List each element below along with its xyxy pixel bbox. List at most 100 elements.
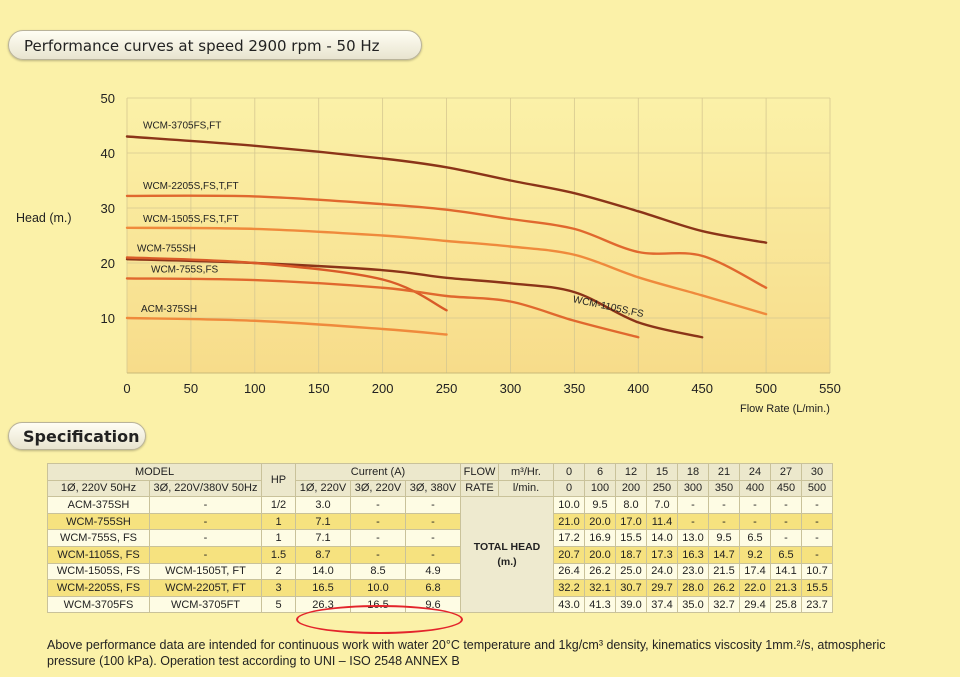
flow-lmin-cell: 500	[801, 479, 833, 498]
current-cell: -	[405, 529, 461, 547]
x-tick-label: 300	[500, 381, 522, 396]
flow-lmin-cell: 400	[739, 479, 771, 498]
model-3phase-cell: WCM-2205T, FT	[149, 579, 262, 597]
head-cell: 15.5	[615, 529, 647, 547]
y-tick-label: 20	[101, 256, 115, 271]
current-cell: 6.8	[405, 579, 461, 597]
head-cell: -	[708, 496, 740, 514]
head-cell: -	[677, 512, 709, 531]
head-cell: 20.0	[584, 545, 616, 564]
head-cell: 32.1	[584, 579, 616, 597]
head-cell: 10.7	[801, 562, 833, 581]
head-cell: 39.0	[615, 595, 647, 614]
total-head-unit: (m.)	[497, 555, 517, 568]
table-row: WCM-2205S, FS WCM-2205T, FT 3 16.5 10.0 6.8 32…	[47, 579, 833, 597]
current-cell: -	[350, 545, 406, 564]
hp-header: HP	[261, 462, 296, 498]
footnote: Above performance data are intended for …	[47, 637, 927, 669]
head-cell: -	[677, 496, 709, 514]
model-3phase-cell: -	[149, 545, 262, 564]
x-tick-label: 0	[123, 381, 130, 396]
current-cell: 8.5	[350, 562, 406, 581]
y-tick-label: 50	[101, 91, 115, 106]
head-cell: 32.2	[553, 579, 585, 597]
model-3phase-cell: -	[149, 512, 262, 531]
x-axis-label: Flow Rate (L/min.)	[740, 403, 830, 415]
model-3phase-cell: -	[149, 496, 262, 514]
current-cell: 8.7	[295, 545, 351, 564]
table-row: WCM-3705FS WCM-3705FT 5 26.3 16.5 9.6 43.0 41.3…	[47, 595, 833, 614]
head-cell: 17.4	[739, 562, 771, 581]
head-cell: 9.5	[708, 529, 740, 547]
flow-m3-cell: 12	[615, 463, 647, 481]
head-cell: 17.2	[553, 529, 585, 547]
series-label: WCM-3705FS,FT	[143, 121, 221, 132]
table-row: WCM-755SH -1 7.1- -21.0 20.0 17.0 11.4- - - - -	[47, 512, 833, 531]
current-cell: 3.0	[295, 496, 351, 514]
series-label: WCM-755SH	[137, 244, 196, 255]
model-1phase-cell: WCM-1505S, FS	[47, 562, 150, 581]
head-cell: 16.3	[677, 545, 709, 564]
head-cell: 14.7	[708, 545, 740, 564]
table-header-row: MODEL HP Current (A) FLOW m³/Hr. 0 6 12 …	[47, 462, 833, 498]
head-cell: 22.0	[739, 579, 771, 597]
current-subheader: 3Ø, 380V	[405, 479, 461, 498]
current-header: Current (A)	[295, 463, 461, 481]
head-cell: 26.2	[708, 579, 740, 597]
hp-cell: 1	[261, 512, 296, 531]
head-cell: 43.0	[553, 595, 585, 614]
head-cell: -	[739, 496, 771, 514]
unit-m3: m³/Hr.	[498, 463, 554, 481]
table-row: WCM-1105S, FS -1.5 8.7- -20.7 20.0 18.7 17.3 16…	[47, 545, 833, 564]
model-1phase-cell: WCM-3705FS	[47, 595, 150, 614]
head-cell: 25.8	[770, 595, 802, 614]
series-line	[125, 277, 640, 339]
flow-lmin-cell: 450	[770, 479, 802, 498]
table-row: ACM-375SH -1/2 3.0- - TOTAL HEAD (m.) 10.0 9.5 8…	[47, 496, 833, 614]
current-cell: 16.5	[295, 579, 351, 597]
model-1phase-cell: WCM-755SH	[47, 512, 150, 531]
single-phase-header: 1Ø, 220V 50Hz	[47, 479, 150, 498]
series-line	[125, 194, 768, 289]
series-label: WCM-1505S,FS,T,FT	[143, 214, 239, 225]
footnote-line-2: pressure (100 kPa). Operation test accor…	[47, 654, 460, 668]
head-cell: -	[770, 529, 802, 547]
performance-chart: 0 50 100 150 200 250 300 350 400 450 500 550 10 20 30 4…	[16, 91, 841, 415]
current-cell: -	[350, 496, 406, 514]
flow-m3-cell: 27	[770, 463, 802, 481]
head-cell: 7.0	[646, 496, 678, 514]
y-tick-label: 40	[101, 146, 115, 161]
x-tick-label: 200	[372, 381, 394, 396]
head-cell: 16.9	[584, 529, 616, 547]
head-cell: 11.4	[646, 512, 678, 531]
model-1phase-cell: ACM-375SH	[47, 496, 150, 514]
head-cell: 28.0	[677, 579, 709, 597]
head-cell: 14.0	[646, 529, 678, 547]
hp-cell: 5	[261, 595, 296, 614]
series-line	[125, 135, 768, 244]
table-row: WCM-1505S, FS WCM-1505T, FT 2 14.0 8.5 4.9 26.…	[47, 562, 833, 581]
current-cell: 7.1	[295, 512, 351, 531]
flow-lmin-cell: 300	[677, 479, 709, 498]
series-line	[125, 226, 768, 316]
head-cell: 23.0	[677, 562, 709, 581]
head-cell: 24.0	[646, 562, 678, 581]
head-cell: 21.5	[708, 562, 740, 581]
footnote-line-1: Above performance data are intended for …	[47, 638, 886, 652]
model-3phase-cell: WCM-3705FT	[149, 595, 262, 614]
current-cell: 14.0	[295, 562, 351, 581]
x-tick-label: 450	[691, 381, 713, 396]
x-tick-label: 150	[308, 381, 330, 396]
head-cell: 20.7	[553, 545, 585, 564]
head-cell: -	[770, 512, 802, 531]
x-tick-label: 550	[819, 381, 841, 396]
head-cell: -	[801, 545, 833, 564]
head-cell: 37.4	[646, 595, 678, 614]
current-cell: -	[350, 512, 406, 531]
series-line	[125, 316, 448, 336]
x-tick-label: 50	[184, 381, 198, 396]
flow-lmin-cell: 0	[553, 479, 585, 498]
x-tick-label: 400	[627, 381, 649, 396]
head-cell: 14.1	[770, 562, 802, 581]
current-subheader: 3Ø, 220V	[350, 479, 406, 498]
